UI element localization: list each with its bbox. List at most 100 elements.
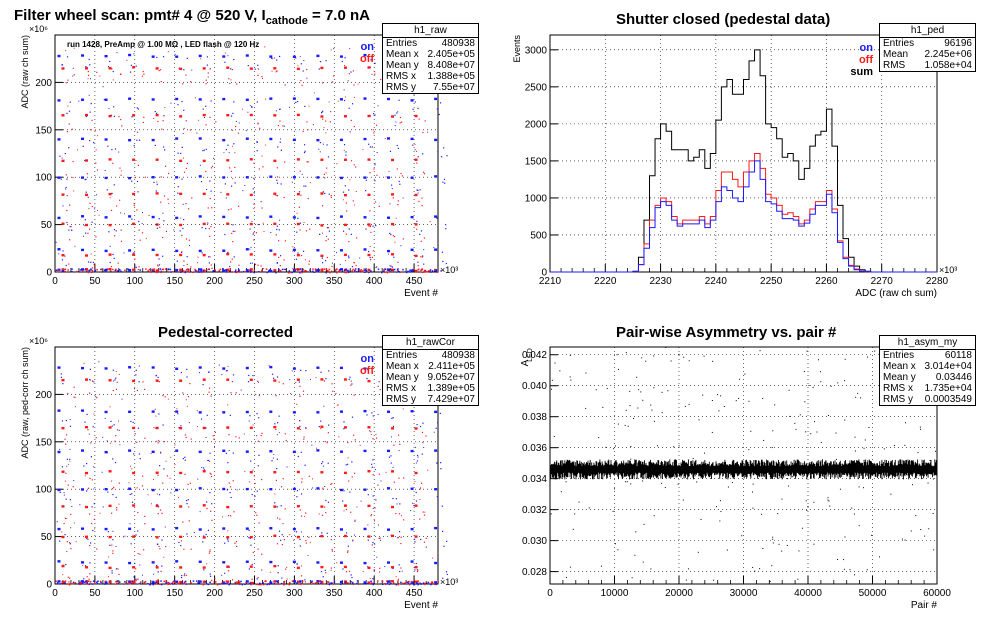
data-point-baseline: [335, 268, 337, 271]
data-point-on: [387, 528, 391, 531]
data-point-noise: [201, 466, 203, 468]
data-point-on: [222, 176, 226, 179]
data-point-off: [284, 84, 286, 86]
data-point-on: [89, 64, 91, 66]
data-point-on: [327, 462, 329, 464]
data-point-off: [257, 576, 259, 579]
data-point-on: [371, 466, 373, 468]
data-point-off: [305, 427, 307, 429]
data-point-on: [83, 465, 85, 467]
data-point-off: [189, 482, 191, 484]
data-point-noise: [228, 152, 230, 154]
data-point-off: [132, 253, 136, 256]
data-point-baseline: [262, 583, 265, 586]
data-point-on: [175, 488, 179, 492]
data-point-off: [348, 240, 350, 243]
data-point-off: [423, 237, 426, 239]
data-point-baseline: [360, 269, 362, 271]
asymmetry-outlier: [927, 482, 929, 484]
data-point-on: [442, 577, 444, 579]
stats-box-name: h1_ped: [880, 24, 975, 38]
data-point-noise: [118, 151, 120, 153]
data-point-off: [343, 193, 347, 197]
data-point-baseline: [336, 271, 338, 274]
data-point-baseline: [56, 582, 59, 584]
data-point-off: [345, 233, 347, 235]
data-point-baseline: [347, 582, 349, 584]
data-point-on: [392, 497, 394, 500]
data-point-on: [66, 56, 69, 58]
data-point-on: [390, 462, 392, 464]
data-point-off: [348, 570, 351, 573]
data-point-baseline: [393, 268, 396, 271]
data-point-baseline: [170, 271, 173, 273]
data-point-baseline: [422, 582, 425, 584]
data-point-noise: [417, 192, 419, 194]
data-point-baseline: [283, 581, 286, 583]
data-point-off: [64, 255, 66, 257]
data-point-noise: [82, 564, 84, 566]
y-tick-label: 100: [35, 485, 52, 496]
data-point-on: [277, 146, 279, 148]
data-point-noise: [371, 73, 373, 75]
data-point-noise: [376, 152, 378, 154]
data-point-baseline: [355, 271, 358, 273]
data-point-on: [186, 368, 188, 371]
stats-row: Entries 480938: [383, 350, 478, 361]
data-point-on: [387, 137, 391, 140]
data-point-baseline: [250, 583, 252, 586]
asymmetry-band: [549, 459, 938, 480]
data-point-off: [132, 535, 136, 538]
asymmetry-outlier: [772, 467, 774, 469]
data-point-off: [96, 397, 98, 399]
x-tick-label: 300: [286, 588, 303, 599]
data-point-baseline: [114, 269, 117, 271]
data-point-off: [305, 542, 307, 544]
data-point-on: [300, 582, 302, 584]
asymmetry-outlier: [585, 372, 587, 374]
data-point-on: [303, 144, 306, 146]
data-point-baseline: [356, 580, 359, 582]
data-point-off: [296, 504, 300, 508]
data-point-off: [306, 161, 308, 163]
asymmetry-outlier: [569, 354, 571, 356]
asymmetry-outlier: [839, 488, 841, 490]
data-point-off: [87, 429, 89, 431]
asymmetry-outlier: [630, 458, 632, 460]
data-point-off: [138, 583, 140, 585]
data-point-noise: [370, 433, 372, 435]
data-point-baseline: [288, 583, 291, 586]
data-point-on: [207, 459, 210, 462]
data-point-on: [366, 414, 368, 416]
data-point-on: [151, 561, 155, 564]
data-point-on: [348, 255, 350, 257]
asymmetry-outlier: [572, 528, 574, 530]
data-point-baseline: [89, 581, 92, 583]
data-point-on: [343, 428, 345, 430]
asymmetry-outlier: [673, 446, 675, 448]
data-point-off: [256, 514, 258, 516]
data-point-off: [155, 379, 159, 382]
data-point-off: [257, 68, 260, 70]
data-point-on: [297, 252, 299, 254]
data-point-on: [128, 410, 132, 414]
data-point-off: [179, 566, 183, 569]
y-tick-label: 0.040: [522, 381, 547, 392]
data-point-off: [373, 132, 375, 134]
data-point-off: [391, 566, 395, 569]
data-point-baseline: [411, 580, 413, 583]
asymmetry-outlier: [792, 476, 794, 478]
data-point-on: [245, 366, 249, 370]
data-point-on: [180, 152, 182, 155]
data-point-off: [378, 205, 380, 208]
data-point-off: [187, 396, 190, 398]
data-point-noise: [362, 571, 364, 573]
data-point-on: [410, 560, 414, 563]
data-point-on: [175, 526, 179, 530]
data-point-noise: [182, 157, 184, 159]
stats-box-rows: Entries 480938 Mean x 2.405e+05 Mean y 8.408e…: [383, 38, 478, 93]
data-point-off: [114, 440, 116, 442]
data-point-off: [210, 473, 212, 475]
data-point-off: [210, 167, 213, 169]
data-point-baseline: [87, 271, 90, 274]
